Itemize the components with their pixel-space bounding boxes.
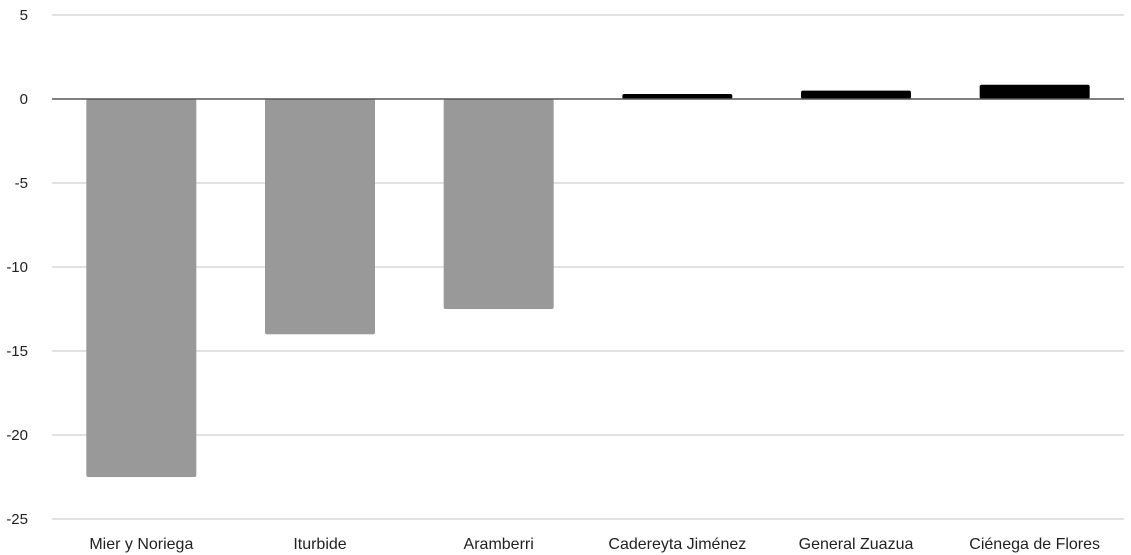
bar (265, 99, 375, 335)
y-tick-label: -20 (6, 427, 28, 444)
y-tick-label: -25 (6, 511, 28, 528)
y-tick-label: 0 (20, 91, 28, 108)
y-tick-label: -10 (6, 259, 28, 276)
x-tick-label: General Zuazua (799, 536, 914, 553)
y-tick-label: 5 (20, 7, 28, 24)
x-tick-label: Mier y Noriega (89, 536, 193, 553)
bar (443, 99, 554, 309)
bars (86, 84, 1090, 477)
y-axis-tick-labels: 5 0 -5 -10 -15 -20 -25 (6, 7, 28, 528)
bar (801, 90, 911, 99)
bar (86, 99, 197, 477)
x-tick-label: Ciénega de Flores (969, 536, 1100, 553)
x-tick-label: Cadereyta Jiménez (608, 536, 746, 553)
gridlines (52, 14, 1124, 520)
bar (979, 84, 1090, 99)
y-tick-label: -15 (6, 343, 28, 360)
x-tick-label: Aramberri (464, 536, 534, 553)
x-tick-label: Iturbide (293, 536, 346, 553)
bar (622, 93, 733, 99)
y-tick-label: -5 (15, 175, 28, 192)
x-axis-tick-labels: Mier y Noriega Iturbide Aramberri Cadereyta… (89, 536, 1100, 553)
